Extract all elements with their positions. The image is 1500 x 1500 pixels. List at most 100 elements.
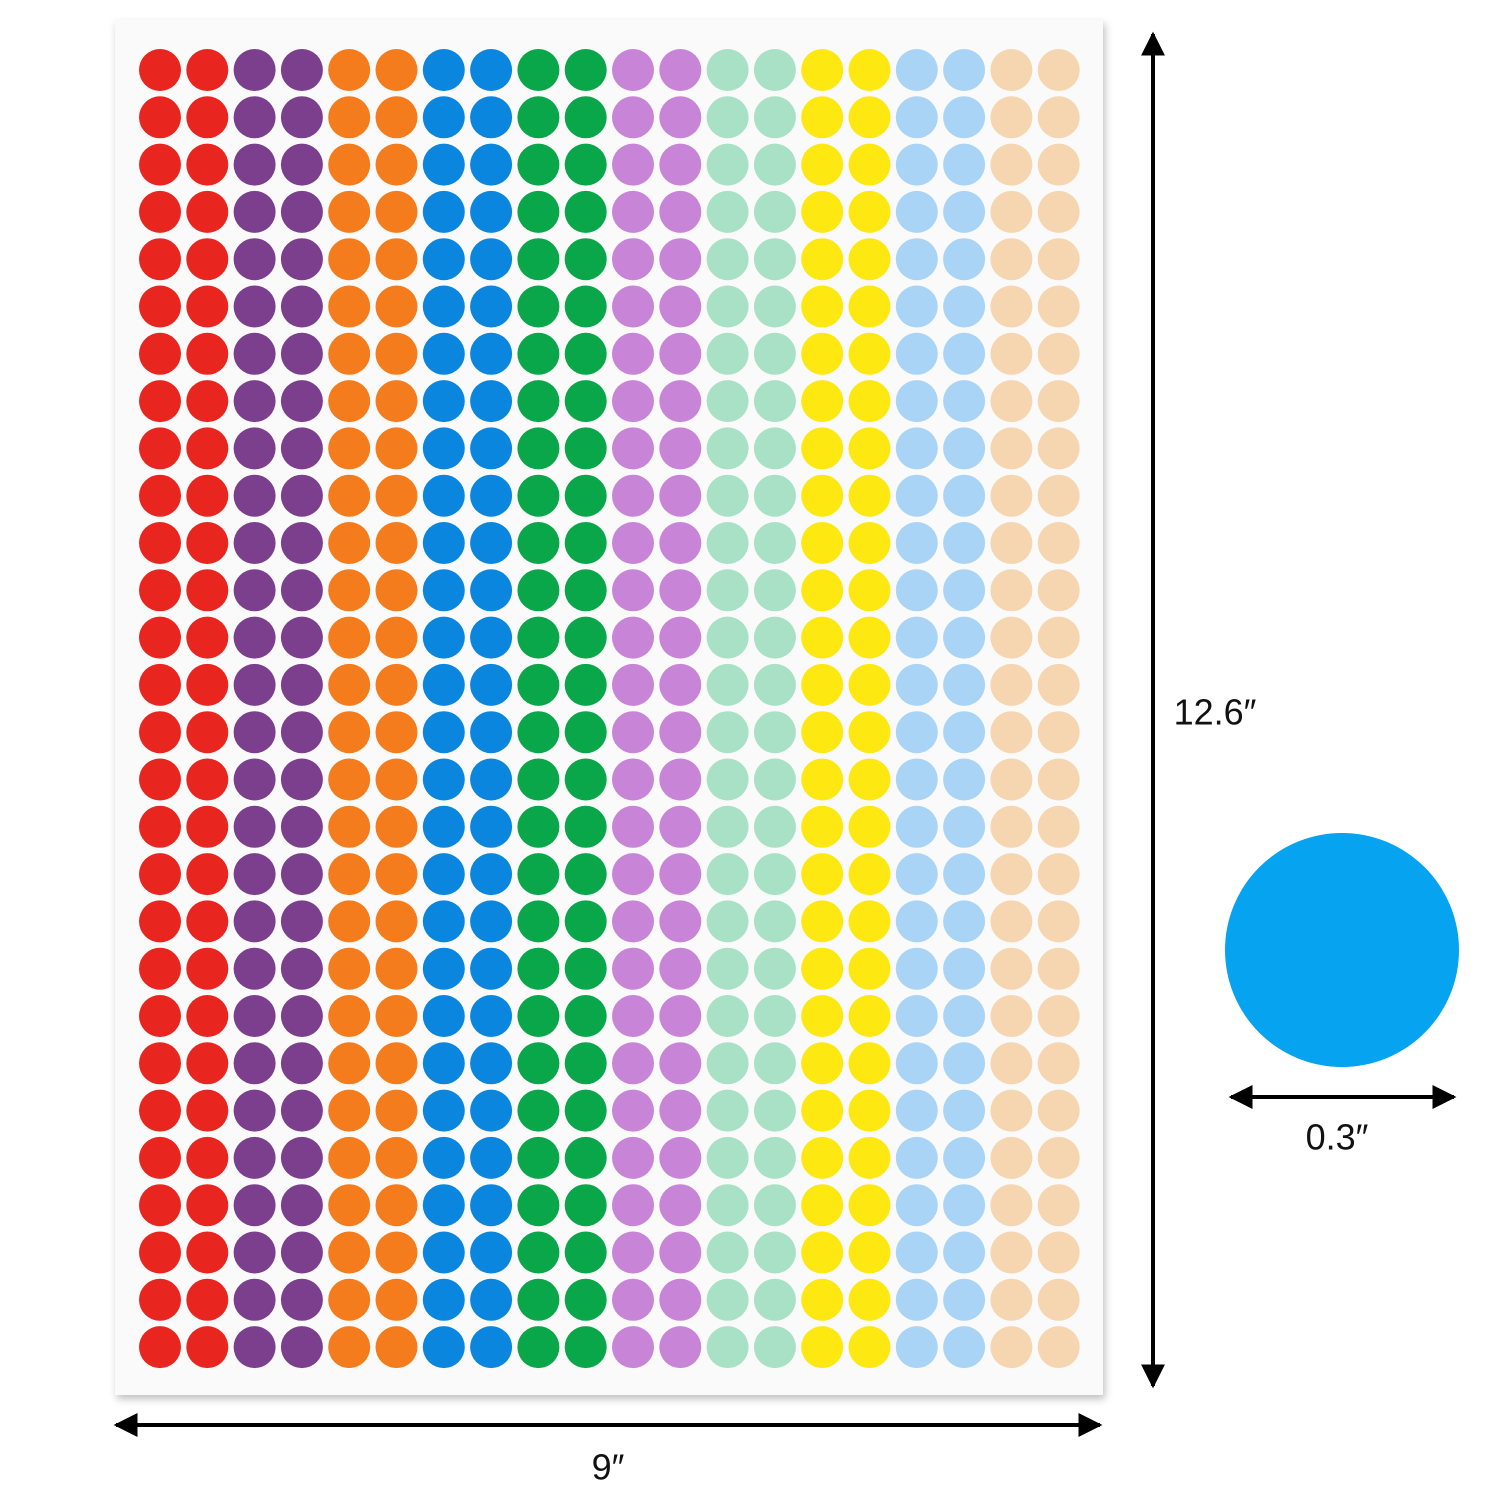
sticker-dot	[943, 96, 986, 139]
sticker-dot	[848, 1042, 891, 1085]
sticker-dot	[943, 569, 986, 612]
sticker-dot	[186, 947, 229, 990]
sticker-dot	[422, 1278, 465, 1321]
sticker-dot	[186, 96, 229, 139]
sticker-dot	[801, 143, 844, 186]
sticker-dot	[895, 1278, 938, 1321]
sticker-dot	[375, 947, 418, 990]
sticker-dot	[517, 995, 560, 1037]
sticker-dot	[233, 758, 276, 801]
sticker-dot	[564, 474, 607, 517]
sticker-dot	[753, 522, 796, 564]
sticker-dot	[517, 1089, 560, 1132]
sticker-dot	[375, 238, 418, 281]
sticker-dot	[848, 190, 891, 233]
sticker-dot	[375, 49, 418, 91]
sticker-dot	[753, 49, 796, 91]
sticker-dot	[422, 947, 465, 990]
sticker-dot	[1037, 522, 1080, 564]
sticker-dot	[422, 900, 465, 943]
sticker-dot	[328, 995, 371, 1037]
sticker-dot	[848, 1136, 891, 1179]
sticker-dot	[564, 143, 607, 186]
sticker-dot	[564, 1326, 607, 1369]
sticker-dot	[186, 143, 229, 186]
sticker-dot	[328, 758, 371, 801]
sticker-dot	[375, 1136, 418, 1179]
sticker-dot	[564, 1231, 607, 1274]
sticker-dot	[280, 522, 323, 564]
sticker-dot	[375, 1184, 418, 1227]
sticker-dot	[470, 711, 513, 754]
sticker-dot	[375, 805, 418, 848]
sticker-dot	[706, 332, 749, 375]
sticker-dot	[612, 1089, 654, 1132]
sticker-dot	[990, 1278, 1033, 1321]
sticker-dot	[848, 96, 891, 139]
sticker-dot	[139, 1231, 181, 1274]
sticker-dot	[517, 663, 560, 706]
sticker-dot	[186, 427, 229, 470]
sticker-dot	[233, 522, 276, 564]
sticker-dot	[659, 1326, 702, 1369]
sticker-dot	[233, 427, 276, 470]
sticker-dot	[328, 190, 371, 233]
sticker-dot	[1037, 285, 1080, 328]
sticker-dot	[375, 522, 418, 564]
sticker-dot	[564, 947, 607, 990]
sticker-dot	[517, 474, 560, 517]
sticker-dot	[470, 474, 513, 517]
sticker-dot	[1037, 805, 1080, 848]
sticker-dot	[943, 758, 986, 801]
sticker-dot	[139, 1136, 181, 1179]
sticker-dot	[186, 332, 229, 375]
sticker-dot	[990, 285, 1033, 328]
sticker-dot	[470, 1231, 513, 1274]
sticker-dot	[753, 616, 796, 659]
sticker-dot	[328, 805, 371, 848]
sticker-dot	[659, 96, 702, 139]
sticker-dot	[375, 1278, 418, 1321]
sticker-dot	[422, 758, 465, 801]
sticker-dot	[659, 380, 702, 423]
sticker-dot	[612, 805, 654, 848]
sticker-dot	[517, 238, 560, 281]
sticker-dot	[470, 900, 513, 943]
sticker-dot	[1037, 1278, 1080, 1321]
sticker-dot	[659, 758, 702, 801]
sticker-dot	[186, 1231, 229, 1274]
sticker-dot	[706, 995, 749, 1037]
sticker-dot	[280, 663, 323, 706]
sticker-dot	[990, 663, 1033, 706]
sticker-dot	[422, 616, 465, 659]
sticker-dot	[801, 995, 844, 1037]
sticker-dot	[470, 805, 513, 848]
sticker-dot	[233, 569, 276, 612]
sticker-dot	[375, 380, 418, 423]
sticker-dot	[280, 380, 323, 423]
sticker-dot	[328, 1326, 371, 1369]
sticker-dot	[895, 332, 938, 375]
sticker-dot	[470, 1278, 513, 1321]
sticker-dot	[612, 1136, 654, 1179]
sticker-dot	[470, 853, 513, 896]
sticker-dot	[659, 522, 702, 564]
sticker-dot	[1037, 616, 1080, 659]
sticker-dot	[895, 285, 938, 328]
sticker-dot	[564, 285, 607, 328]
sticker-dot	[328, 427, 371, 470]
sticker-dot	[375, 1042, 418, 1085]
sticker-dot	[990, 711, 1033, 754]
sticker-dot	[659, 569, 702, 612]
sticker-dot	[564, 190, 607, 233]
sticker-dot	[1037, 711, 1080, 754]
sticker-sheet	[115, 20, 1103, 1395]
sticker-dot	[280, 1278, 323, 1321]
sticker-dot	[943, 190, 986, 233]
sticker-dot	[564, 380, 607, 423]
sticker-dot	[706, 49, 749, 91]
sticker-dot	[139, 1089, 181, 1132]
sticker-dot	[139, 947, 181, 990]
sticker-dot	[753, 805, 796, 848]
sticker-dot	[139, 1184, 181, 1227]
